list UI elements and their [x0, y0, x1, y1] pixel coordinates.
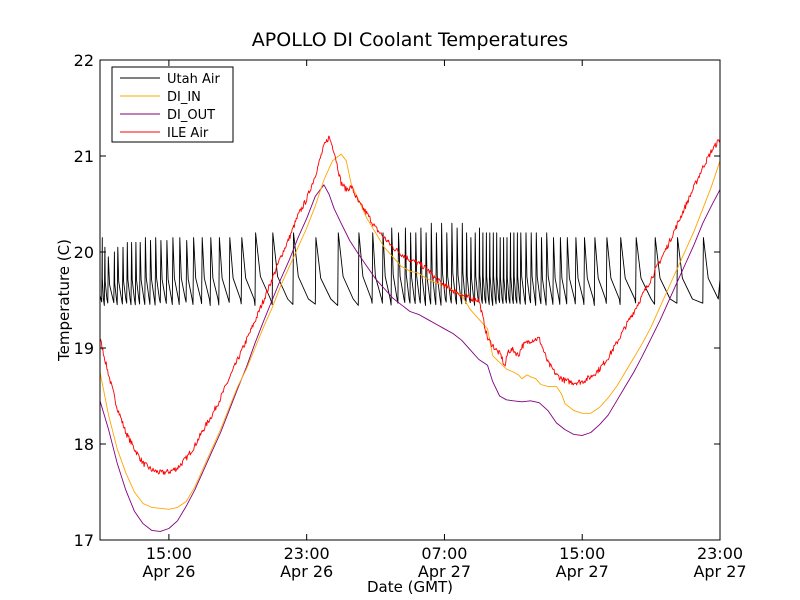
legend-label-di-out: DI_OUT — [167, 108, 215, 123]
chart-title: APOLLO DI Coolant Temperatures — [252, 29, 568, 51]
legend: Utah Air DI_IN DI_OUT ILE Air — [111, 66, 234, 143]
x-tick-label-time: 23:00 — [697, 544, 743, 563]
y-tick-label: 19 — [74, 339, 94, 358]
y-tick-label: 22 — [74, 51, 94, 70]
x-tick-label-time: 15:00 — [146, 544, 192, 563]
series-line-utah-air — [99, 222, 721, 306]
legend-label-ile-air: ILE Air — [167, 126, 209, 141]
y-tick-label: 20 — [74, 243, 94, 262]
x-axis-label: Date (GMT) — [367, 578, 453, 596]
series-line-ile-air — [99, 135, 721, 475]
x-tick-label-time: 07:00 — [421, 544, 467, 563]
y-tick-label: 18 — [74, 435, 94, 454]
x-tick-label-time: 15:00 — [559, 544, 605, 563]
y-tick-label: 21 — [74, 147, 94, 166]
y-axis-label: Temperature (C) — [55, 239, 73, 362]
legend-label-di-in: DI_IN — [167, 90, 201, 105]
legend-box — [111, 66, 234, 143]
x-tick-label-date: Apr 27 — [693, 562, 746, 581]
x-tick-label-date: Apr 26 — [280, 562, 333, 581]
legend-label-utah-air: Utah Air — [167, 72, 220, 87]
series-line-di-out — [99, 184, 721, 532]
y-tick-label: 17 — [74, 531, 94, 550]
series-layer — [99, 135, 721, 532]
x-tick-label-time: 23:00 — [284, 544, 330, 563]
series-line-di-in — [99, 153, 721, 510]
x-tick-label-date: Apr 27 — [418, 562, 471, 581]
plot-frame — [99, 59, 721, 541]
x-tick-label-date: Apr 26 — [142, 562, 195, 581]
x-tick-label-date: Apr 27 — [556, 562, 609, 581]
